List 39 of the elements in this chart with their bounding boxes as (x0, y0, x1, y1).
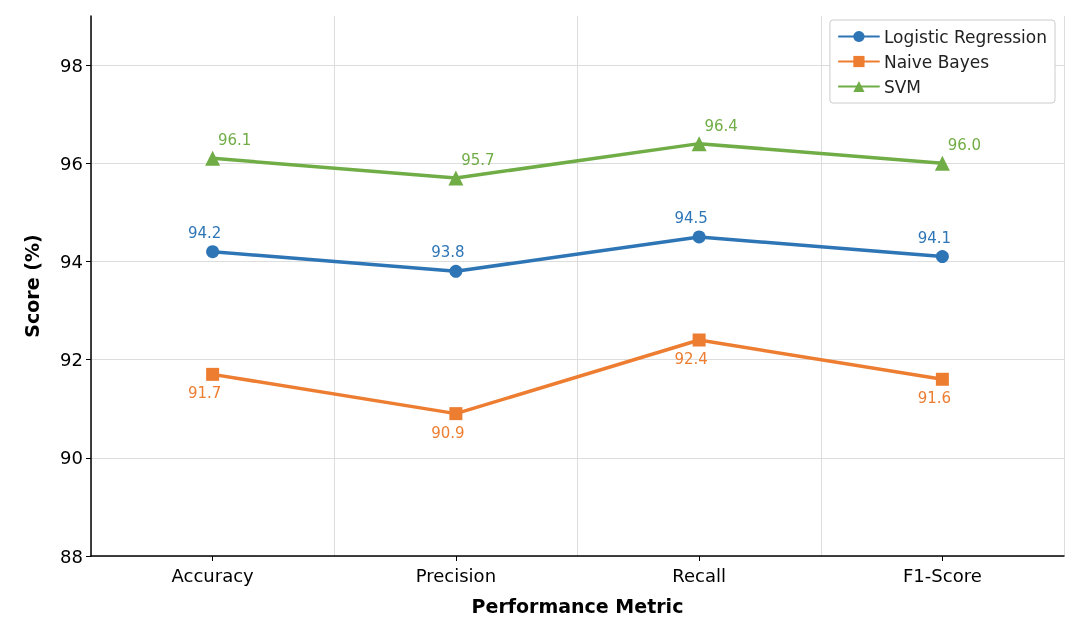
x-tick-label: Accuracy (171, 564, 255, 586)
data-label: 94.2 (187, 223, 222, 242)
data-label: 94.5 (674, 208, 708, 227)
point (205, 150, 221, 166)
data-label: 96.1 (217, 131, 252, 150)
data-label: 92.4 (674, 350, 708, 368)
y-tick-label: 92 (60, 349, 83, 371)
legend-label: SVM (883, 76, 922, 97)
point (934, 155, 950, 171)
data-label: 91.6 (917, 389, 952, 408)
legend-label: Logistic Regression (883, 26, 1048, 47)
data-label: 96.4 (704, 116, 738, 135)
y-tick-label: 96 (60, 152, 83, 174)
y-tick-label: 94 (60, 250, 83, 272)
point (935, 250, 949, 264)
point (449, 264, 463, 278)
data-label: 94.1 (917, 228, 952, 247)
data-label: 90.9 (431, 423, 465, 442)
point (206, 367, 220, 381)
legend-label: Naive Bayes (883, 51, 990, 72)
point (692, 333, 706, 347)
y-tick-label: 90 (60, 447, 83, 469)
x-axis-title: Performance Metric (471, 594, 684, 617)
data-label: 96.0 (947, 136, 982, 155)
y-axis-title: Score (%) (20, 234, 43, 338)
data-label: 91.7 (187, 384, 222, 403)
point (692, 230, 706, 244)
data-label: 93.8 (431, 243, 465, 262)
point (935, 372, 949, 386)
y-tick-label: 88 (60, 545, 83, 567)
x-tick-label: F1-Score (903, 564, 982, 586)
point (449, 407, 463, 421)
point (691, 136, 707, 152)
x-tick-label: Recall (672, 564, 726, 586)
data-label: 95.7 (461, 151, 495, 169)
point (448, 170, 464, 186)
point (206, 245, 220, 259)
y-tick-label: 98 (60, 54, 83, 76)
x-tick-label: Precision (415, 564, 497, 586)
